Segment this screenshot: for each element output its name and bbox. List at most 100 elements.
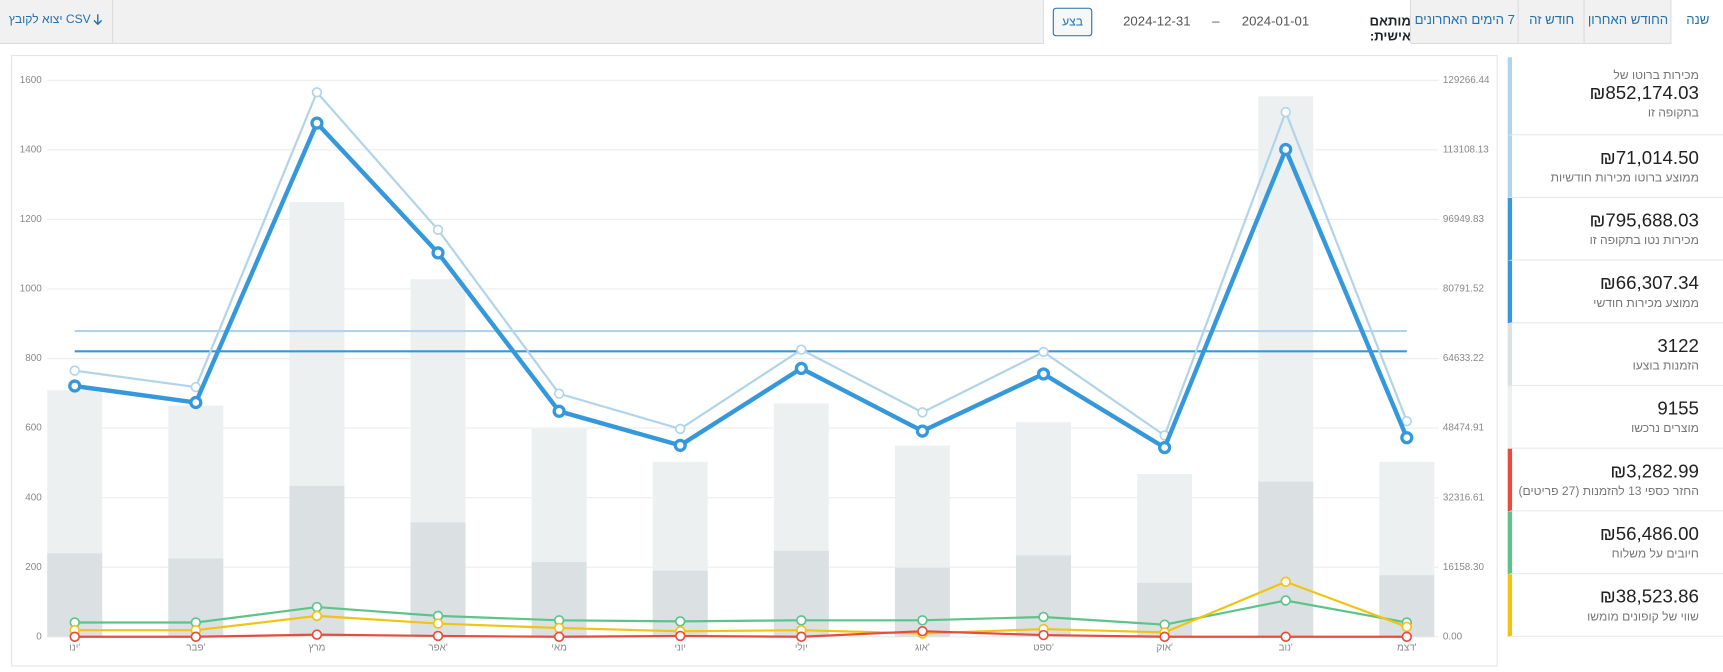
tab[interactable]: 7 הימים האחרונים xyxy=(1409,0,1519,43)
point xyxy=(1280,576,1291,587)
tab[interactable]: החודש האחרון xyxy=(1583,0,1672,43)
x-tick-label: מרץ xyxy=(308,642,325,653)
legend-value: 9155 xyxy=(1657,398,1699,420)
point xyxy=(1038,629,1049,641)
point xyxy=(796,615,807,626)
y-tick-label: 600 xyxy=(25,423,42,434)
point xyxy=(311,601,323,613)
legend-prefix: מכירות ברוטו של xyxy=(1613,69,1699,83)
x-tick-label: אוק' xyxy=(1156,642,1173,653)
point xyxy=(1158,440,1172,455)
legend-label: בתקופה זו xyxy=(1647,106,1699,120)
x-tick-label: אוג' xyxy=(915,642,930,653)
bar xyxy=(1016,555,1071,637)
legend-label: החזר כספי 13 להזמנות (27 פריטים) xyxy=(1518,485,1699,499)
download-icon xyxy=(93,14,103,26)
line xyxy=(74,90,1408,438)
point xyxy=(68,379,82,393)
x-tick-label: ינו' xyxy=(69,642,80,653)
point xyxy=(674,616,686,627)
point xyxy=(915,424,930,438)
point xyxy=(1159,631,1170,643)
legend-value: ₪795,688.03 xyxy=(1589,210,1699,231)
y2-tick-label: 16158.30 xyxy=(1443,562,1485,573)
point xyxy=(190,631,202,643)
point xyxy=(69,631,80,643)
y2-tick-label: 113108.13 xyxy=(1443,144,1489,155)
point xyxy=(1401,415,1413,427)
x-tick-label: יוני xyxy=(674,642,686,653)
legend-label: מכירות נטו בתקופה זו xyxy=(1589,234,1699,248)
legend-sidebar: מכירות ברוטו של ₪852,174.03 בתקופה זו ₪71,0… xyxy=(1507,57,1723,637)
date-from[interactable]: 2024-01-01 xyxy=(1241,13,1310,29)
legend-label: שווי של קופונים מומשו xyxy=(1587,610,1699,624)
legend-item[interactable]: ₪66,307.34 ממוצע מכירות חודשי xyxy=(1507,260,1723,324)
legend-label: הזמנות בוצעו xyxy=(1632,359,1699,373)
point xyxy=(673,438,687,452)
point xyxy=(432,224,444,236)
date-separator: – xyxy=(1212,13,1220,29)
tab[interactable]: חודש זה xyxy=(1517,0,1585,43)
x-tick-label: נוב' xyxy=(1279,642,1293,653)
y-tick-label: 1000 xyxy=(20,284,42,295)
point xyxy=(552,404,566,418)
legend-item[interactable]: ₪71,014.50 ממוצע ברוטו מכירות חודשיות xyxy=(1507,135,1723,198)
point xyxy=(1280,631,1291,643)
point xyxy=(311,87,323,98)
point xyxy=(553,631,565,643)
legend-item[interactable]: ₪3,282.99 החזר כספי 13 להזמנות (27 פריטים… xyxy=(1507,448,1723,512)
y2-tick-label: 96949.83 xyxy=(1443,214,1485,225)
x-tick-label: אפר' xyxy=(428,642,447,653)
point xyxy=(794,361,808,376)
point xyxy=(311,629,323,640)
point xyxy=(1038,611,1049,623)
point xyxy=(189,395,203,410)
legend-item[interactable]: ₪795,688.03 מכירות נטו בתקופה זו xyxy=(1507,197,1723,261)
y2-tick-label: 80791.52 xyxy=(1443,284,1484,295)
legend-item[interactable]: 9155 מוצרים נרכשו xyxy=(1507,386,1723,449)
point xyxy=(917,625,928,637)
legend-item[interactable]: 3122 הזמנות בוצעו xyxy=(1507,323,1723,387)
x-tick-label: פבר' xyxy=(186,642,205,653)
legend-label: מוצרים נרכשו xyxy=(1631,422,1699,436)
custom-range: בצע 2024-12-31 – 2024-01-01 מותאם אישית: xyxy=(1042,0,1411,44)
point xyxy=(553,622,565,634)
point xyxy=(311,610,323,622)
point xyxy=(1036,367,1051,381)
legend-item[interactable]: ₪56,486.00 חיובים על משלוח xyxy=(1507,511,1723,575)
x-tick-label: דצמ' xyxy=(1397,642,1417,653)
y2-tick-label: 0.00 xyxy=(1443,631,1463,642)
legend-value: 3122 xyxy=(1657,335,1699,357)
point xyxy=(69,365,80,376)
point xyxy=(431,246,445,260)
legend-value: ₪852,174.03 xyxy=(1589,82,1699,104)
legend-item[interactable]: מכירות ברוטו של ₪852,174.03 בתקופה זו xyxy=(1507,57,1723,136)
x-tick-label: ספט' xyxy=(1033,642,1054,653)
point xyxy=(796,344,807,355)
point xyxy=(1400,431,1414,445)
point xyxy=(1401,621,1413,633)
point xyxy=(917,615,928,626)
y-tick-label: 200 xyxy=(25,562,42,573)
legend-item[interactable]: ₪38,523.86 שווי של קופונים מומשו xyxy=(1507,574,1723,637)
point xyxy=(1401,631,1413,643)
legend-value: ₪56,486.00 xyxy=(1599,523,1699,545)
export-button[interactable]: יצוא לקובץ CSV xyxy=(0,0,114,43)
tab-active[interactable]: שנה xyxy=(1670,0,1723,44)
line xyxy=(74,630,1407,638)
legend-label: חיובים על משלוח xyxy=(1611,547,1699,561)
y-tick-label: 0 xyxy=(36,631,42,642)
apply-button[interactable]: בצע xyxy=(1052,7,1093,37)
export-label[interactable]: יצוא לקובץ CSV xyxy=(8,13,91,27)
line xyxy=(74,599,1408,626)
custom-label: מותאם אישית: xyxy=(1369,13,1411,44)
point xyxy=(1280,106,1291,118)
y-tick-label: 400 xyxy=(25,492,42,503)
chart-panel xyxy=(10,54,1498,667)
bar xyxy=(1258,481,1314,637)
legend-label: ממוצע מכירות חודשי xyxy=(1593,296,1699,311)
date-to[interactable]: 2024-12-31 xyxy=(1123,13,1191,29)
y2-tick-label: 64633.22 xyxy=(1443,353,1484,364)
